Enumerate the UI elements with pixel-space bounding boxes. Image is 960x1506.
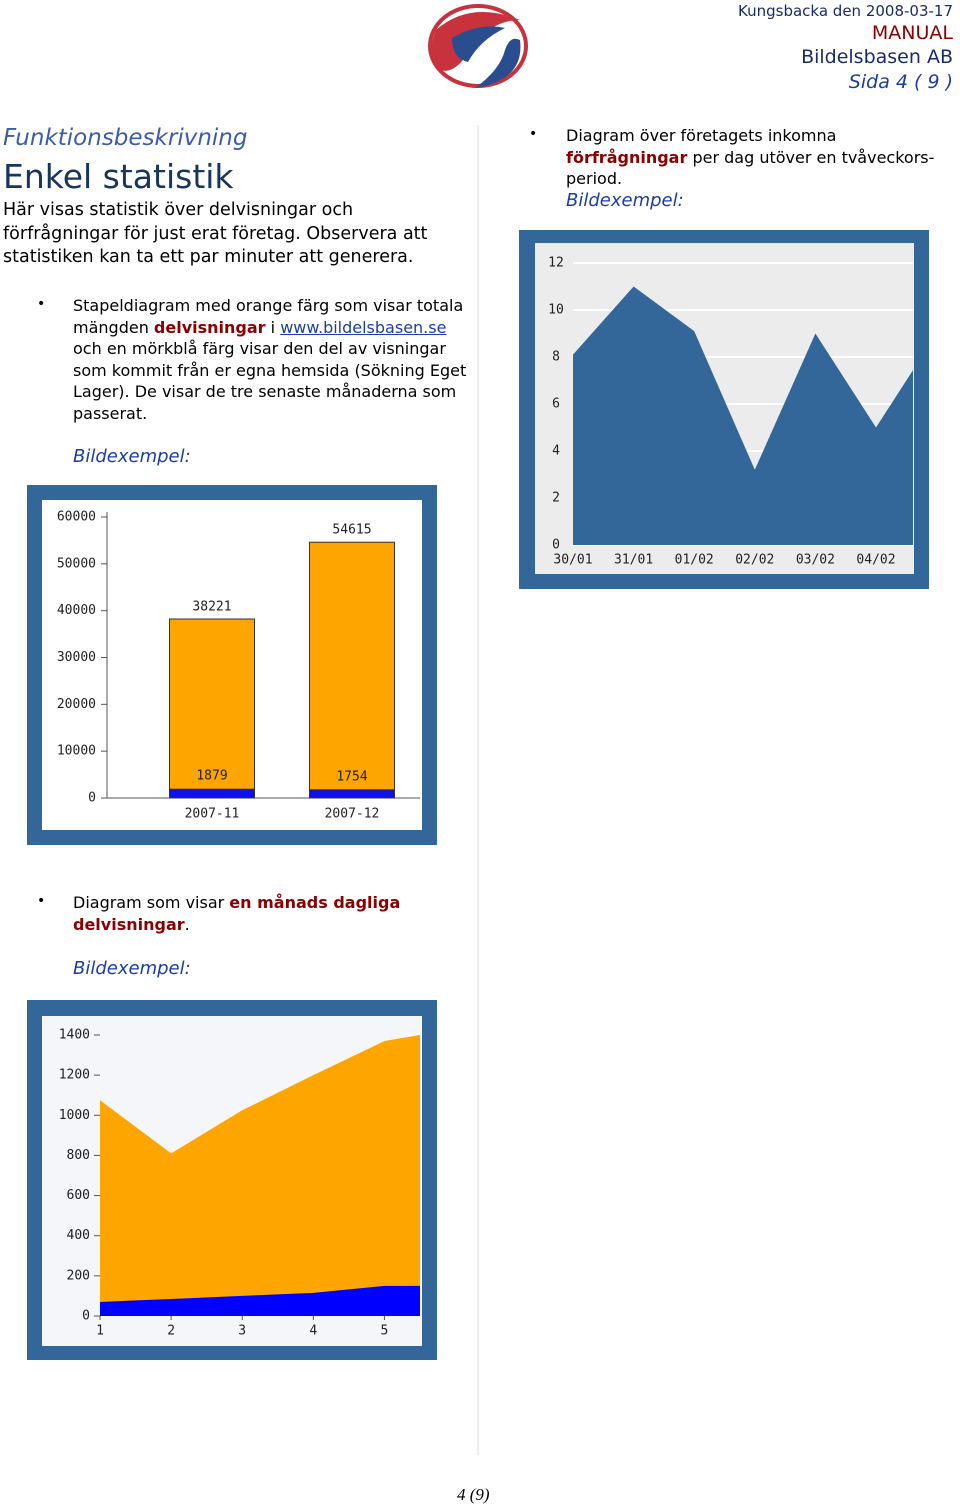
y-tick-label: 4 [552,444,560,459]
y-tick-label: 800 [67,1148,90,1163]
bullet: • [37,893,46,909]
x-tick-label: 04/02 [856,553,895,568]
y-tick-label: 20000 [57,697,96,712]
text: och en mörkblå färg visar den del av vis… [73,339,467,423]
y-tick-label: 50000 [57,556,96,571]
x-tick-label: 4 [309,1324,317,1339]
area [573,286,913,545]
x-tick-label: 2 [167,1324,175,1339]
x-tick-label: 31/01 [614,553,653,568]
text: Stapeldiagram med orange färg som visar … [73,296,464,337]
y-tick-label: 10000 [57,744,96,759]
data-label: 38221 [192,599,231,614]
header-page: Sida 4 ( 9 ) [848,71,953,93]
data-label: 1754 [336,769,367,784]
area [100,1285,420,1316]
y-tick-label: 1000 [59,1108,90,1123]
y-tick-label: 400 [67,1228,90,1243]
bullet: • [529,126,538,142]
area [100,1035,420,1316]
intro-text: Här visas statistik över delvisningar oc… [3,200,428,267]
y-tick-label: 0 [88,791,96,806]
header-company: Bildelsbasen AB [801,46,953,68]
y-tick-label: 12 [548,256,564,271]
y-tick-label: 200 [67,1268,90,1283]
bar [169,618,255,799]
section-label: Funktionsbeskrivning [3,125,248,151]
bullet: • [37,296,46,312]
data-label: 54615 [332,523,371,538]
y-tick-label: 1400 [59,1028,90,1043]
footer-page: 4 (9) [457,1485,490,1504]
header-date: Kungsbacka den 2008-03-17 [738,2,953,20]
y-tick-label: 2 [552,491,560,506]
x-tick-label: 2007-12 [325,807,380,822]
y-tick-label: 600 [67,1188,90,1203]
chart: 0 2 4 6 8 10 12 30/01 31/01 01/02 02/02 03/02 04/02 [519,230,929,589]
text: Diagram som visar [73,893,230,912]
y-tick-label: 1200 [59,1068,90,1083]
emphasis: förfrågningar [566,147,688,167]
link[interactable]: www.bildelsbasen.se [280,317,447,337]
header-doc-type: MANUAL [871,22,953,44]
x-tick-label: 3 [238,1324,246,1339]
y-tick-label: 60000 [57,510,96,525]
y-tick-label: 6 [552,397,560,412]
example-label: Bildexempel: [73,446,191,467]
bar [169,788,255,799]
x-tick-label: 5 [381,1324,389,1339]
y-tick-label: 8 [552,350,560,365]
item-text: Diagram över företagets inkomna förfrågn… [566,125,958,190]
logo [428,4,528,88]
y-tick-label: 30000 [57,650,96,665]
item-text: Diagram som visar en månads dagliga delv… [73,892,433,935]
bar [309,541,395,799]
x-tick-label: 1 [96,1324,104,1339]
bar [309,789,395,799]
emphasis: delvisningar [153,317,266,337]
y-tick-label: 10 [548,303,564,318]
y-tick-label: 0 [82,1309,90,1324]
y-tick-label: 40000 [57,603,96,618]
item-text: Stapeldiagram med orange färg som visar … [73,295,468,424]
y-tick-label: 0 [552,538,560,553]
example-label: Bildexempel: [566,190,684,211]
chart: 0 10000 20000 30000 40000 50000 60000 38221 1879… [27,485,437,845]
chart: 0 200 400 600 800 1000 1200 1400 1 2 3 4 5 [27,1000,437,1360]
text: per dag utöver en tvåveckors-period. [566,147,935,189]
page-title: Enkel statistik [3,157,234,196]
x-tick-label: 02/02 [735,553,774,568]
example-label: Bildexempel: [73,958,191,979]
x-tick-label: 30/01 [553,553,592,568]
x-tick-label: 01/02 [675,553,714,568]
x-tick-label: 2007-11 [185,807,240,822]
x-tick-label: 03/02 [796,553,835,568]
text: Diagram över företagets inkomna [566,126,837,145]
data-label: 1879 [196,769,227,784]
emphasis: en månads dagliga delvisningar [73,893,401,934]
text: . [184,914,190,934]
text: i [265,317,281,337]
